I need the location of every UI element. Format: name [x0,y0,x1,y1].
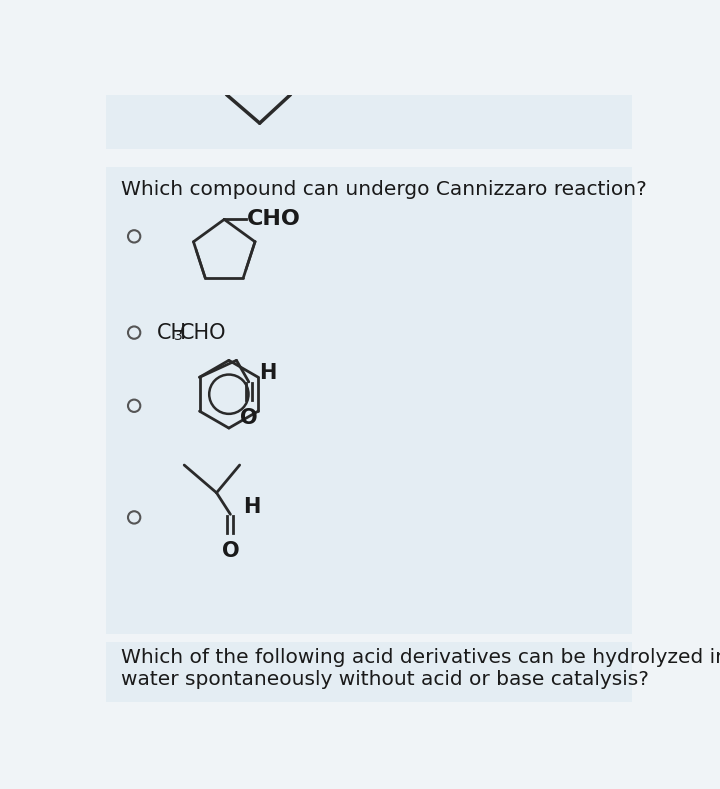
FancyBboxPatch shape [106,167,632,634]
Text: Which of the following acid derivatives can be hydrolyzed in
water spontaneously: Which of the following acid derivatives … [121,649,720,690]
Text: CHO: CHO [248,209,301,230]
Text: Which compound can undergo Cannizzaro reaction?: Which compound can undergo Cannizzaro re… [121,180,647,199]
Text: 3: 3 [174,330,183,343]
Text: CHO: CHO [180,323,227,342]
Text: O: O [240,408,258,428]
FancyBboxPatch shape [106,95,632,149]
Text: CH: CH [156,323,186,342]
Text: O: O [222,540,239,560]
FancyBboxPatch shape [106,642,632,702]
Text: H: H [243,496,260,517]
Text: H: H [260,363,277,383]
